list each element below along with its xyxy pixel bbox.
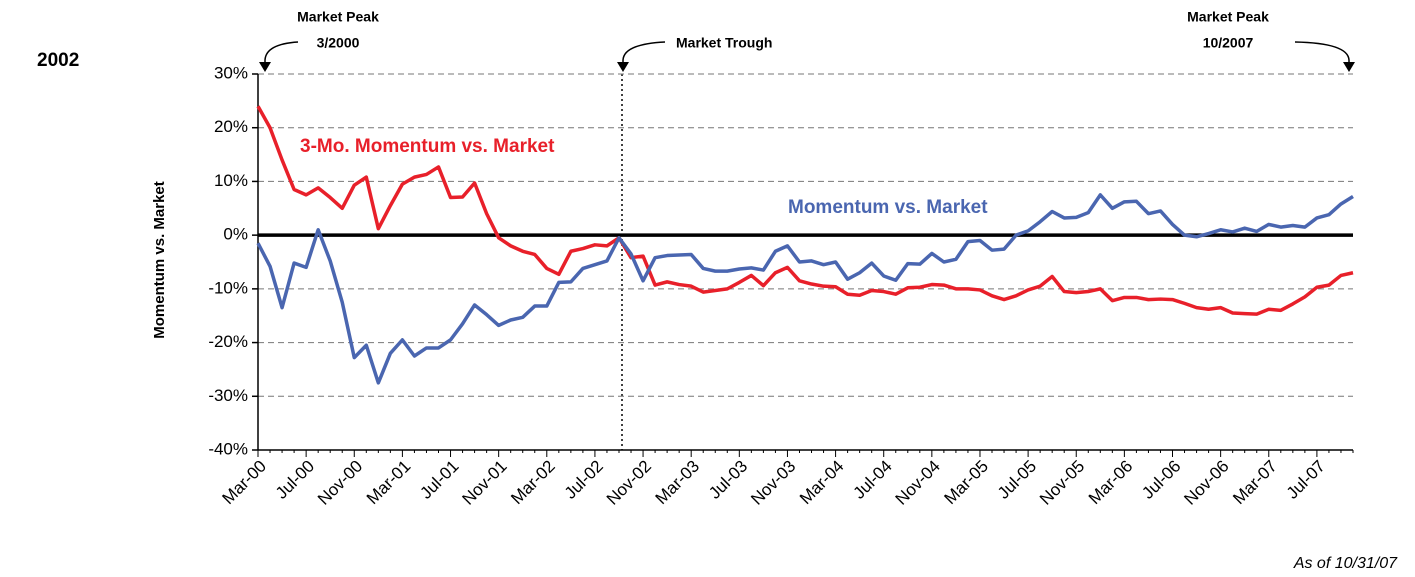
arrow xyxy=(1294,41,1350,66)
y-axis-label: Momentum vs. Market xyxy=(151,181,168,339)
arrow-head xyxy=(1343,62,1355,72)
y-tick-label: 0% xyxy=(223,225,248,244)
x-tick-label: Jul-05 xyxy=(994,457,1040,503)
x-tick-label: Nov-01 xyxy=(458,457,510,509)
x-tick-label: Jul-00 xyxy=(272,457,318,503)
y-tick-label: -40% xyxy=(208,439,248,458)
y-tick-label: 30% xyxy=(214,63,248,82)
x-tick-label: Mar-05 xyxy=(940,457,992,509)
annotation: 3/2000 xyxy=(317,35,360,51)
annotation: Market Peak xyxy=(1187,9,1269,25)
series-line xyxy=(256,105,1354,316)
y-tick-label: 10% xyxy=(214,171,248,190)
arrow xyxy=(264,41,299,66)
note: As of 10/31/07 xyxy=(1293,555,1398,572)
x-tick-label: Mar-03 xyxy=(652,457,704,509)
x-tick-label: Mar-02 xyxy=(507,457,559,509)
x-tick-label: Jul-02 xyxy=(561,457,607,503)
x-tick-label: Nov-00 xyxy=(314,457,366,509)
annotation: Market Peak xyxy=(297,9,379,25)
x-tick-label: Nov-02 xyxy=(603,457,655,509)
x-tick-label: Nov-03 xyxy=(747,457,799,509)
x-tick-label: Nov-05 xyxy=(1036,457,1088,509)
x-tick-label: Nov-06 xyxy=(1180,457,1232,509)
annotation: 10/2007 xyxy=(1203,35,1254,51)
arrow xyxy=(622,41,666,66)
x-tick-label: Mar-04 xyxy=(796,457,848,509)
y-tick-label: -10% xyxy=(208,278,248,297)
panel-label: 2002 xyxy=(37,50,79,71)
series-line xyxy=(256,193,1354,385)
x-tick-label: Jul-04 xyxy=(850,457,896,503)
x-tick-label: Jul-06 xyxy=(1138,457,1184,503)
x-tick-label: Nov-04 xyxy=(892,457,944,509)
arrow-head xyxy=(617,62,629,72)
series-label: 3-Mo. Momentum vs. Market xyxy=(300,136,555,157)
x-tick-label: Jul-03 xyxy=(705,457,751,503)
y-tick-label: 20% xyxy=(214,117,248,136)
x-tick-label: Mar-01 xyxy=(363,457,415,509)
x-tick-label: Mar-00 xyxy=(218,457,270,509)
x-tick-label: Mar-06 xyxy=(1085,457,1137,509)
y-tick-label: -20% xyxy=(208,332,248,351)
x-tick-label: Jul-07 xyxy=(1283,457,1329,503)
x-tick-label: Jul-01 xyxy=(416,457,462,503)
annotation: Market Trough xyxy=(676,35,772,51)
y-tick-label: -30% xyxy=(208,386,248,405)
x-tick-label: Mar-07 xyxy=(1229,457,1281,509)
series-label: Momentum vs. Market xyxy=(788,197,988,218)
arrow-head xyxy=(259,62,271,72)
